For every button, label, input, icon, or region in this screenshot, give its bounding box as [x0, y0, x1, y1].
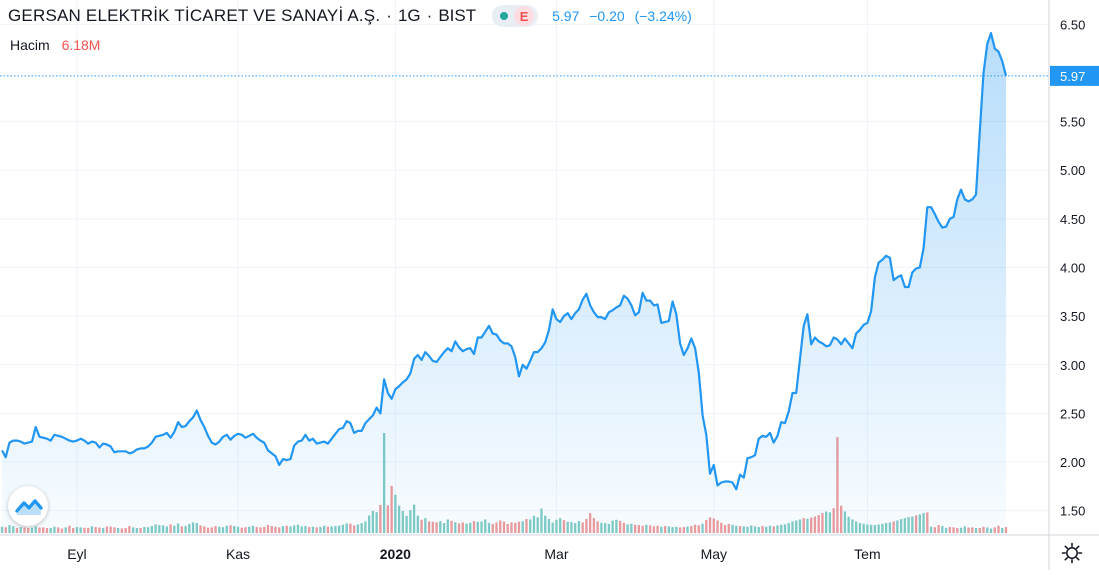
quote-values: 5.97 −0.20 (−3.24%)	[552, 8, 698, 24]
exchange-badge: E	[514, 6, 535, 26]
last-price: 5.97	[552, 8, 580, 24]
y-tick-label: 1.50	[1060, 504, 1085, 519]
price-change-pct: (−3.24%)	[634, 8, 692, 24]
y-tick-label: 5.50	[1060, 115, 1085, 130]
symbol-legend: GERSAN ELEKTRİK TİCARET VE SANAYİ A.Ş. ·…	[8, 5, 698, 27]
interval-label[interactable]: 1G	[397, 6, 421, 25]
volume-label: Hacim	[10, 37, 50, 53]
gear-icon	[1061, 542, 1083, 564]
legend-separator-2: ·	[426, 6, 433, 25]
x-tick-label: Kas	[226, 546, 250, 562]
y-tick-label: 4.00	[1060, 261, 1085, 276]
symbol-name: GERSAN ELEKTRİK TİCARET VE SANAYİ A.Ş.	[8, 6, 381, 25]
tradingview-logo-icon	[15, 499, 43, 515]
volume-value: 6.18M	[61, 37, 101, 53]
last-price-label: 5.97	[1060, 69, 1085, 84]
x-tick-label: Mar	[544, 546, 568, 562]
price-line[interactable]	[1, 32, 1008, 491]
last-price-label-bg	[1050, 65, 1099, 86]
exchange-label: BIST	[438, 6, 477, 25]
area-layer	[2, 33, 1006, 535]
y-tick-label: 3.50	[1060, 309, 1085, 324]
y-tick-label: 3.00	[1060, 358, 1085, 373]
legend-separator-1: ·	[386, 6, 392, 25]
x-tick-label: May	[701, 546, 727, 562]
y-tick-label: 6.50	[1060, 17, 1085, 32]
volume-legend: Hacim 6.18M	[10, 37, 100, 53]
market-status-pill[interactable]: E	[492, 5, 539, 27]
x-tick-label: Eyl	[67, 546, 86, 562]
y-tick-label: 5.00	[1060, 163, 1085, 178]
y-tick-label: 2.50	[1060, 406, 1085, 421]
x-tick-label: 2020	[380, 546, 411, 562]
settings-button[interactable]	[1060, 541, 1084, 565]
x-tick-label: Tem	[854, 546, 880, 562]
price-area	[2, 33, 1006, 535]
y-tick-label: 4.50	[1060, 212, 1085, 227]
line-layer	[1, 32, 1008, 491]
market-open-dot-icon	[500, 12, 509, 20]
tradingview-logo-button[interactable]	[8, 486, 48, 526]
price-change: −0.20	[589, 8, 625, 24]
y-tick-label: 2.00	[1060, 455, 1085, 470]
